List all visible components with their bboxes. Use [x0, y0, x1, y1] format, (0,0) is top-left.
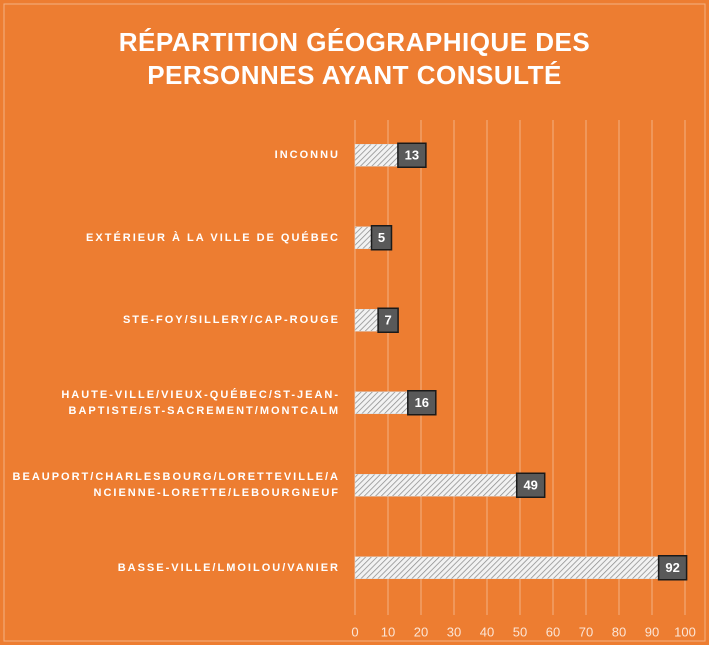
bar: [354, 309, 379, 332]
x-tick-label: 80: [612, 624, 626, 639]
data-label-box: [515, 472, 546, 498]
bar: [354, 226, 372, 249]
bar: [354, 391, 409, 414]
border: [3, 3, 706, 642]
x-tick-label: 30: [447, 624, 461, 639]
data-label: 16: [415, 395, 429, 410]
bar: [354, 556, 659, 579]
data-label: 7: [384, 313, 391, 328]
data-label: 92: [665, 560, 679, 575]
y-tick-label: STE-FOY/SILLERY/CAP-ROUGE: [122, 314, 340, 327]
y-tick-label: EXTÉRIEUR À LA VILLE DE QUÉBEC: [86, 231, 340, 244]
data-label-box: [657, 555, 688, 581]
x-tick-label: 50: [513, 624, 527, 639]
x-tick-label: 10: [381, 624, 395, 639]
data-label: 13: [405, 148, 419, 163]
y-tick-label: BEAUPORT/CHARLESBOURG/LORETTEVILLE/ANCIE…: [12, 471, 340, 500]
data-label-box: [377, 307, 399, 333]
x-tick-label: 100: [674, 624, 696, 639]
x-tick-label: 0: [351, 624, 358, 639]
y-tick-label: BASSE-VILLE/LMOILOU/VANIER: [117, 561, 340, 574]
data-label: 49: [523, 478, 537, 493]
x-tick-label: 60: [546, 624, 560, 639]
data-label-box: [370, 225, 393, 251]
y-tick-label: INCONNU: [274, 149, 340, 162]
x-tick-label: 40: [480, 624, 494, 639]
data-label-box: [407, 390, 437, 416]
data-label: 5: [378, 230, 385, 245]
y-tick-label: HAUTE-VILLE/VIEUX-QUÉBEC/ST-JEAN-BAPTIST…: [61, 388, 340, 417]
chart-title: RÉPARTITION GÉOGRAPHIQUE DES PERSONNES A…: [118, 27, 591, 90]
bar: [354, 144, 399, 167]
bar: [354, 474, 517, 497]
x-tick-label: 90: [645, 624, 659, 639]
data-label-box: [397, 142, 427, 168]
x-tick-label: 20: [414, 624, 428, 639]
x-tick-label: 70: [579, 624, 593, 639]
